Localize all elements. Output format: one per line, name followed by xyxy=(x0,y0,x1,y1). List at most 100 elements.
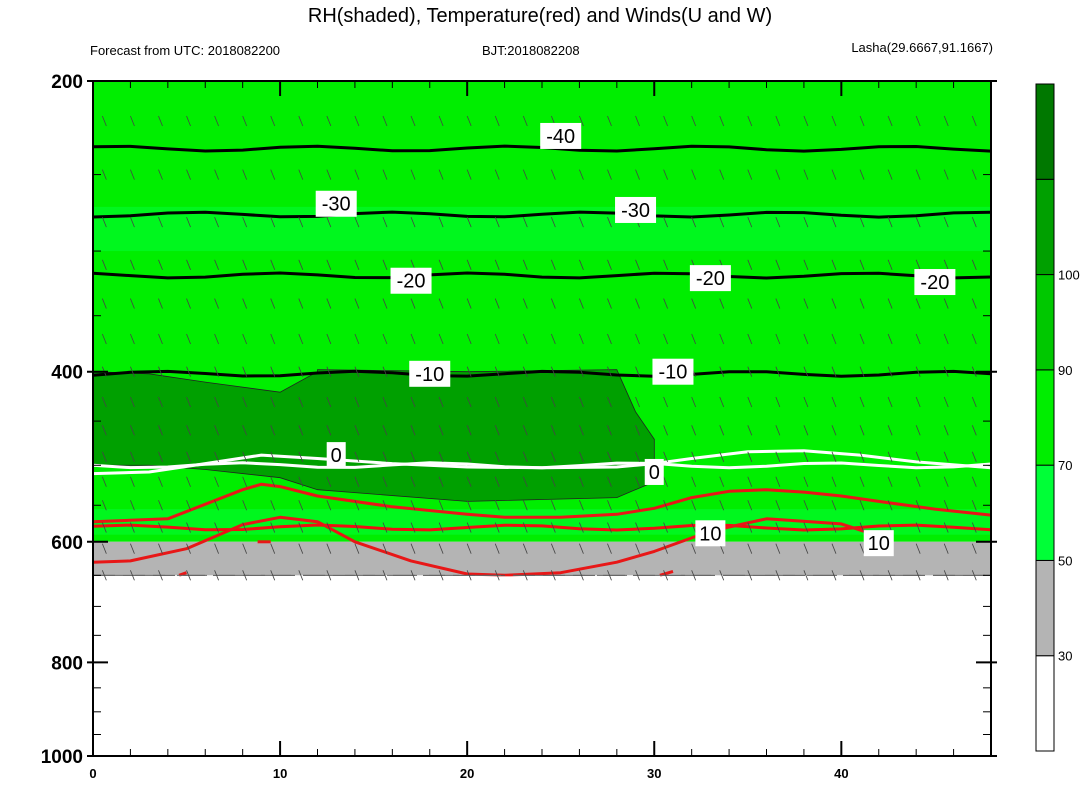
wind-barb xyxy=(775,366,781,377)
wind-barb xyxy=(382,216,388,228)
wind-barb xyxy=(915,259,921,270)
wind-barb xyxy=(214,543,219,554)
wind-barb xyxy=(522,396,528,408)
wind-barb xyxy=(158,333,163,345)
isotherm-line-10 xyxy=(93,523,991,532)
wind-barb xyxy=(382,476,388,487)
wind-barb xyxy=(943,333,949,345)
wind-barb xyxy=(270,570,276,581)
wind-barb xyxy=(579,476,584,487)
isotherm-line--30 xyxy=(93,210,991,219)
wind-barb xyxy=(466,570,472,581)
wind-barb xyxy=(410,451,416,462)
wind-barb xyxy=(635,500,640,511)
wind-barb xyxy=(494,522,500,533)
wind-barb xyxy=(635,259,640,270)
wind-barb xyxy=(354,366,360,377)
wind-barb xyxy=(971,476,977,487)
wind-barb xyxy=(831,169,837,180)
wind-barb xyxy=(298,259,304,270)
wind-barb xyxy=(466,451,472,462)
wind-barb xyxy=(382,396,388,408)
wind-barb xyxy=(719,396,725,408)
wind-barb xyxy=(607,570,612,581)
wind-barb xyxy=(775,522,781,533)
wind-barb xyxy=(354,522,360,533)
wind-barb xyxy=(158,366,163,377)
wind-barb xyxy=(747,570,753,581)
wind-barb xyxy=(971,543,977,554)
wind-barb xyxy=(775,425,781,436)
wind-barb xyxy=(607,259,612,270)
wind-barb xyxy=(354,333,360,345)
isotherm-0-curve xyxy=(93,449,991,476)
contour-label: -20 xyxy=(920,272,949,294)
wind-barb xyxy=(410,396,416,408)
wind-barb xyxy=(943,366,949,377)
wind-barb xyxy=(382,451,388,462)
below-surface xyxy=(93,576,991,756)
wind-barb xyxy=(859,396,865,408)
wind-barb xyxy=(158,500,163,511)
wind-barb xyxy=(466,476,472,487)
wind-barb xyxy=(158,476,163,487)
wind-barb xyxy=(971,169,977,180)
wind-barb xyxy=(859,216,865,228)
wind-barb xyxy=(466,522,472,533)
wind-barb xyxy=(522,500,528,511)
wind-barb xyxy=(831,500,837,511)
wind-barb xyxy=(494,216,500,228)
wind-barb xyxy=(130,169,135,180)
wind-barb xyxy=(775,543,781,554)
contour-label: -30 xyxy=(621,200,650,222)
wind-barb xyxy=(663,570,668,581)
wind-barb xyxy=(494,543,500,554)
wind-barb xyxy=(522,425,528,436)
wind-barb xyxy=(691,425,697,436)
wind-barb xyxy=(410,425,416,436)
bjt-time-label: BJT:2018082208 xyxy=(482,43,580,58)
wind-barb xyxy=(270,169,276,180)
wind-barb xyxy=(382,366,388,377)
wind-barb xyxy=(971,333,977,345)
wind-barb xyxy=(943,451,949,462)
wind-barb xyxy=(831,366,837,377)
wind-barb xyxy=(186,500,191,511)
wind-barb xyxy=(775,451,781,462)
wind-barb xyxy=(522,333,528,345)
contour-label-box xyxy=(644,458,664,485)
wind-barb xyxy=(971,425,977,436)
wind-barb xyxy=(635,425,640,436)
wind-barb xyxy=(158,570,163,581)
wind-barb xyxy=(494,500,500,511)
wind-barb xyxy=(494,115,500,127)
wind-barb xyxy=(803,333,809,345)
wind-barb xyxy=(466,396,472,408)
wind-barb xyxy=(214,216,219,228)
wind-barb xyxy=(887,366,893,377)
wind-barb xyxy=(494,298,500,309)
wind-barb xyxy=(607,522,612,533)
colorbar-swatch xyxy=(1035,369,1055,466)
y-tick-label: 600 xyxy=(51,533,83,554)
wind-barb xyxy=(101,259,107,270)
wind-barb xyxy=(803,476,809,487)
wind-barb xyxy=(747,298,753,309)
wind-barb xyxy=(663,115,668,127)
wind-barb xyxy=(298,476,304,487)
wind-barb xyxy=(859,169,865,180)
wind-barb xyxy=(887,451,893,462)
wind-barb xyxy=(214,396,219,408)
wind-barb xyxy=(971,298,977,309)
wind-barb xyxy=(887,570,893,581)
wind-barb xyxy=(354,259,360,270)
wind-barb xyxy=(579,115,584,127)
colorbar-swatch xyxy=(1035,655,1055,752)
wind-barb xyxy=(494,366,500,377)
wind-barb xyxy=(887,298,893,309)
chart-title: RH(shaded), Temperature(red) and Winds(U… xyxy=(308,5,772,27)
wind-barb xyxy=(887,500,893,511)
wind-barb xyxy=(186,216,191,228)
wind-barb xyxy=(803,216,809,228)
wind-barb xyxy=(354,298,360,309)
